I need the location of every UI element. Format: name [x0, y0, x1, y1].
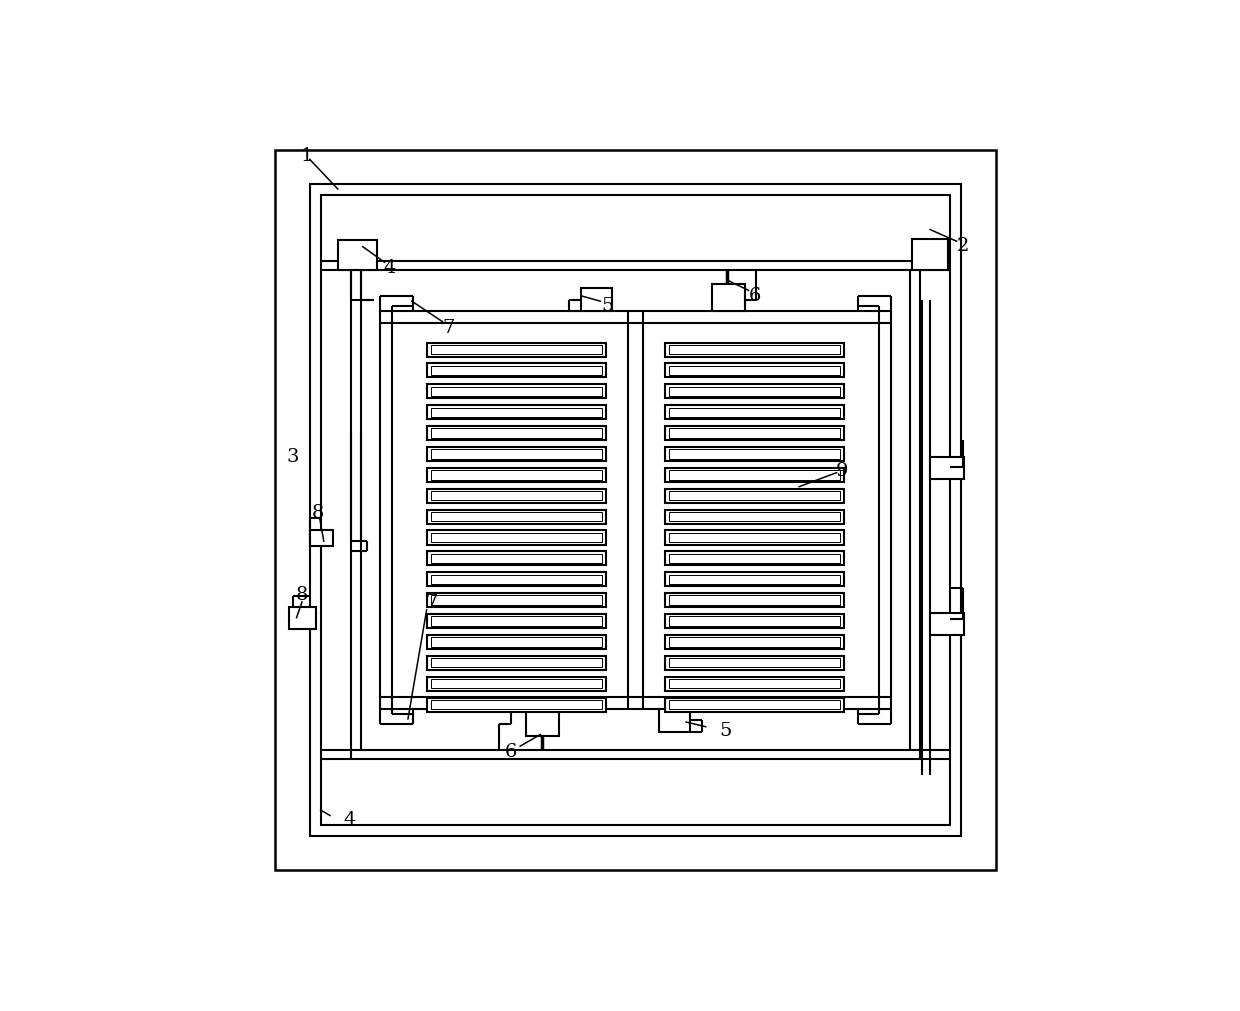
- Bar: [427, 511, 606, 524]
- Text: 6: 6: [505, 742, 517, 760]
- Bar: [427, 656, 606, 670]
- Bar: [527, 709, 559, 736]
- Bar: [670, 346, 841, 355]
- Bar: [665, 531, 844, 545]
- Bar: [430, 701, 601, 710]
- Text: 6: 6: [749, 287, 761, 304]
- Bar: [427, 615, 606, 629]
- Bar: [582, 289, 613, 312]
- Bar: [289, 607, 316, 629]
- Text: 2: 2: [956, 237, 968, 255]
- Bar: [427, 489, 606, 503]
- Bar: [430, 679, 601, 688]
- Bar: [670, 617, 841, 626]
- Bar: [430, 408, 601, 418]
- Bar: [665, 511, 844, 524]
- Text: 7: 7: [443, 318, 455, 337]
- Text: 8: 8: [311, 503, 324, 522]
- Bar: [665, 468, 844, 482]
- Bar: [670, 701, 841, 710]
- Bar: [670, 658, 841, 668]
- Bar: [430, 554, 601, 563]
- Bar: [427, 572, 606, 586]
- Text: 8: 8: [296, 585, 309, 604]
- Bar: [665, 427, 844, 441]
- Bar: [427, 677, 606, 691]
- Bar: [430, 491, 601, 500]
- Bar: [930, 614, 965, 635]
- Bar: [337, 242, 377, 271]
- Bar: [430, 471, 601, 480]
- Text: 1: 1: [300, 147, 312, 165]
- Bar: [427, 531, 606, 545]
- Bar: [430, 575, 601, 584]
- Bar: [427, 468, 606, 482]
- Bar: [665, 385, 844, 399]
- Text: 5: 5: [601, 297, 614, 314]
- Bar: [665, 572, 844, 586]
- Bar: [670, 429, 841, 439]
- Text: 9: 9: [836, 461, 848, 479]
- Bar: [665, 448, 844, 461]
- Bar: [670, 575, 841, 584]
- Bar: [430, 513, 601, 522]
- Bar: [430, 366, 601, 376]
- Bar: [658, 709, 689, 732]
- Text: 4: 4: [383, 259, 396, 277]
- Bar: [430, 595, 601, 606]
- Bar: [427, 698, 606, 712]
- Bar: [430, 450, 601, 459]
- Text: 5: 5: [719, 721, 732, 739]
- Bar: [427, 593, 606, 608]
- Text: 4: 4: [343, 811, 356, 829]
- Bar: [665, 677, 844, 691]
- Bar: [670, 387, 841, 396]
- Bar: [712, 285, 744, 312]
- Bar: [665, 635, 844, 649]
- Bar: [665, 593, 844, 608]
- Bar: [670, 638, 841, 647]
- Bar: [670, 533, 841, 543]
- Bar: [670, 450, 841, 459]
- Bar: [430, 658, 601, 668]
- Bar: [430, 387, 601, 396]
- Bar: [670, 554, 841, 563]
- Text: 7: 7: [425, 593, 438, 612]
- Bar: [427, 448, 606, 461]
- Bar: [670, 491, 841, 500]
- Bar: [427, 552, 606, 566]
- Bar: [430, 638, 601, 647]
- Bar: [430, 617, 601, 626]
- Bar: [665, 343, 844, 357]
- Bar: [665, 405, 844, 420]
- Bar: [427, 364, 606, 378]
- Bar: [430, 346, 601, 355]
- Bar: [310, 185, 961, 836]
- Bar: [310, 531, 334, 546]
- Bar: [427, 635, 606, 649]
- Bar: [665, 364, 844, 378]
- Bar: [427, 385, 606, 399]
- Bar: [670, 513, 841, 522]
- Bar: [665, 656, 844, 670]
- Bar: [427, 405, 606, 420]
- Bar: [430, 533, 601, 543]
- Bar: [670, 408, 841, 418]
- Bar: [321, 196, 950, 825]
- Bar: [427, 427, 606, 441]
- Bar: [913, 240, 947, 271]
- Bar: [665, 698, 844, 712]
- Bar: [430, 429, 601, 439]
- Bar: [670, 595, 841, 606]
- Bar: [930, 458, 965, 479]
- Bar: [665, 489, 844, 503]
- Bar: [670, 679, 841, 688]
- Bar: [665, 552, 844, 566]
- Text: 3: 3: [286, 447, 299, 465]
- Bar: [670, 366, 841, 376]
- Bar: [427, 343, 606, 357]
- Bar: [670, 471, 841, 480]
- Bar: [665, 615, 844, 629]
